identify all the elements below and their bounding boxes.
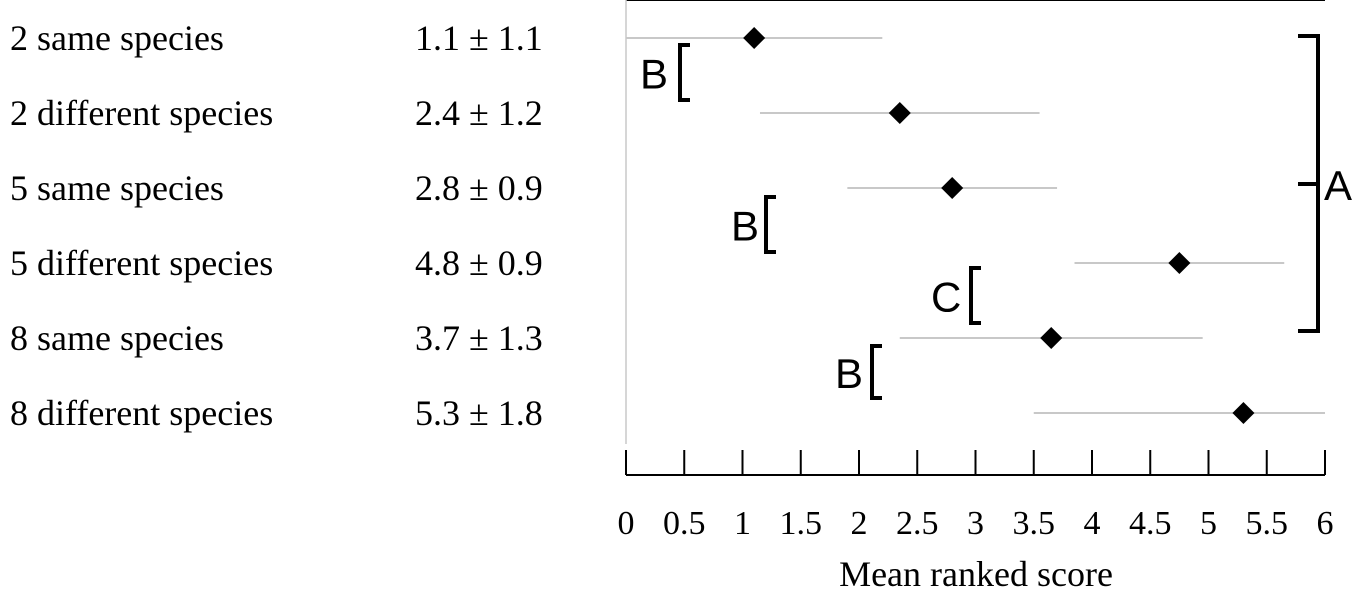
x-tick-label: 3.5 — [1013, 505, 1056, 542]
bracket — [678, 43, 690, 102]
row-label: 5 different species — [10, 243, 273, 283]
row-stat: 4.8 ± 0.9 — [415, 243, 543, 283]
x-tick-label: 3 — [967, 505, 984, 542]
bracket-letter: A — [1324, 162, 1352, 209]
x-tick-label: 0 — [618, 505, 635, 542]
x-tick-label: 5 — [1200, 505, 1217, 542]
significance-brackets: B B C B A — [640, 34, 1352, 400]
bracket-letter: B — [731, 203, 759, 250]
bracket-letter: B — [640, 51, 668, 98]
bracket — [870, 344, 882, 400]
row-stat: 2.4 ± 1.2 — [415, 93, 543, 133]
row-stat: 5.3 ± 1.8 — [415, 393, 543, 433]
x-tick-label: 1.5 — [780, 505, 823, 542]
bracket — [969, 266, 981, 325]
x-tick-label: 6 — [1317, 505, 1334, 542]
row-stat: 1.1 ± 1.1 — [415, 18, 543, 58]
x-tick-label: 2 — [851, 505, 868, 542]
row-label: 2 same species — [10, 18, 224, 58]
x-tick-label: 0.5 — [663, 505, 706, 542]
row-label: 5 same species — [10, 168, 224, 208]
x-tick-label: 1 — [734, 505, 751, 542]
x-axis: 0 0.5 1 1.5 2 2.5 3 3.5 4 4.5 5 5.5 6 — [618, 450, 1334, 542]
plot-area — [625, 0, 1325, 444]
data-point — [888, 102, 911, 124]
bracket — [764, 195, 776, 254]
data-point — [1232, 402, 1255, 424]
x-tick-label: 2.5 — [896, 505, 939, 542]
bracket-letter: C — [931, 274, 961, 321]
x-tick-label: 4 — [1084, 505, 1101, 542]
row-stat: 2.8 ± 0.9 — [415, 168, 543, 208]
data-point — [1040, 327, 1063, 349]
x-axis-label: Mean ranked score — [839, 554, 1113, 592]
data-point — [941, 177, 964, 199]
row-label: 2 different species — [10, 93, 273, 133]
row-labels: 2 same species 1.1 ± 1.1 2 different speci… — [10, 18, 543, 433]
row-label: 8 same species — [10, 318, 224, 358]
data-point — [743, 27, 766, 49]
data-point — [1168, 252, 1191, 274]
row-stat: 3.7 ± 1.3 — [415, 318, 543, 358]
x-tick-label: 5.5 — [1246, 505, 1289, 542]
bracket-letter: B — [835, 350, 863, 397]
row-label: 8 different species — [10, 393, 273, 433]
x-tick-label: 4.5 — [1129, 505, 1172, 542]
